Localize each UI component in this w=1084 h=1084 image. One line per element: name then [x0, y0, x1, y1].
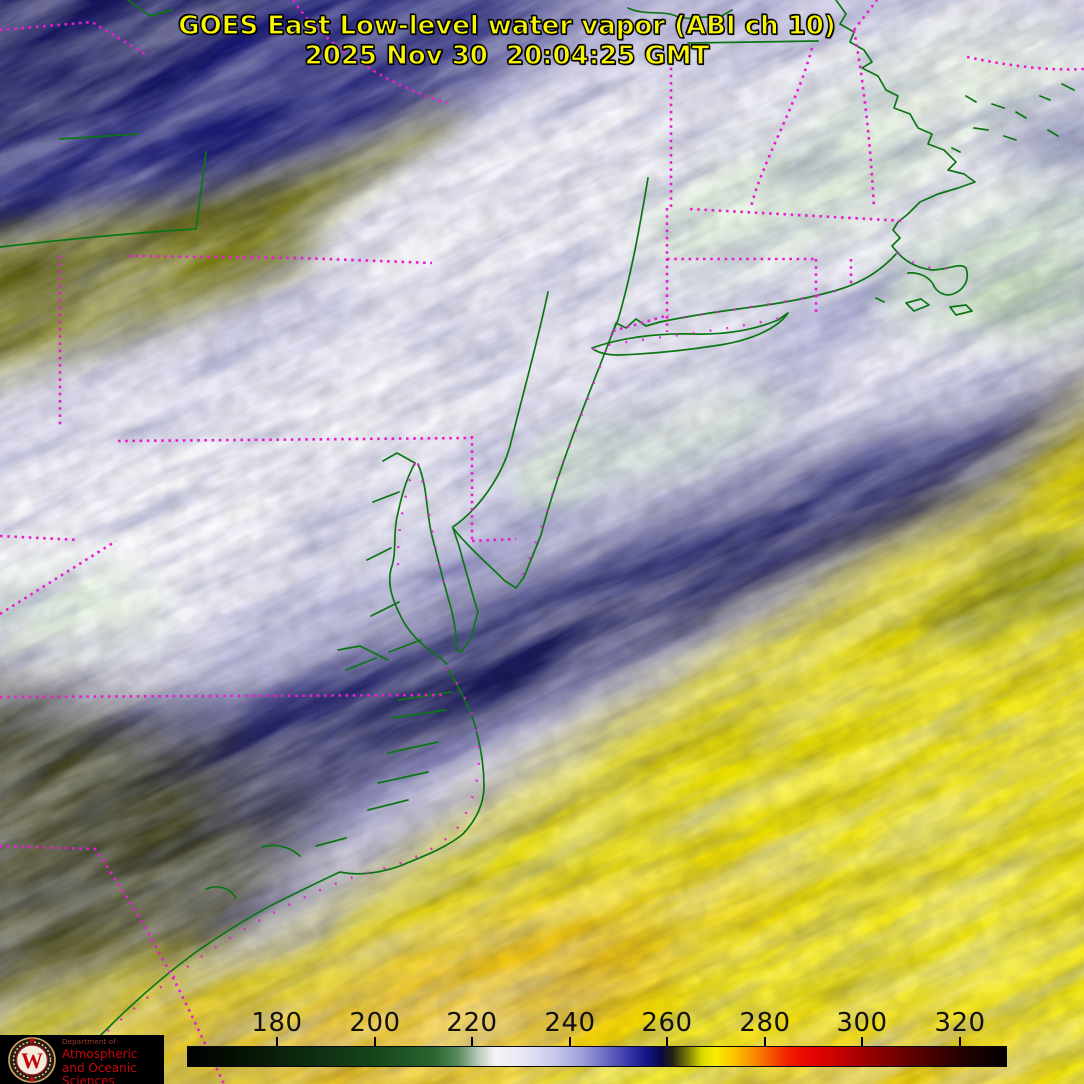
colorbar-tick-mark: [764, 1037, 766, 1046]
colorbar-tick-mark: [861, 1037, 863, 1046]
colorbar-tick-mark: [666, 1037, 668, 1046]
colorbar-tick-label: 260: [641, 1008, 693, 1038]
colorbar-tick-label: 320: [934, 1008, 986, 1038]
uw-crest-icon: W: [8, 1037, 56, 1083]
logo-name-line-1: Atmospheric: [62, 1047, 138, 1062]
logo-name-line-2: and Oceanic Sciences: [62, 1060, 137, 1084]
colorbar-tick-label: 240: [544, 1008, 596, 1038]
colorbar-tick-mark: [471, 1037, 473, 1046]
colorbar-tick-mark: [569, 1037, 571, 1046]
colorbar-tick-mark: [959, 1037, 961, 1046]
colorbar-tick-mark: [374, 1037, 376, 1046]
coastal-county-dots: [53, 252, 949, 1081]
colorbar-tick-label: 220: [446, 1008, 498, 1038]
temperature-colorbar: [187, 1046, 1007, 1067]
logo-text: Department of Atmospheric and Oceanic Sc…: [62, 1038, 164, 1084]
colorbar-tick-label: 180: [251, 1008, 303, 1038]
colorbar-tick-label: 280: [739, 1008, 791, 1038]
crest-monogram: W: [21, 1048, 43, 1073]
colorbar-tick-label: 200: [349, 1008, 401, 1038]
colorbar-tick-mark: [276, 1037, 278, 1046]
uw-aos-logo: W Department of Atmospheric and Oceanic …: [0, 1035, 164, 1084]
colorbar-tick-label: 300: [836, 1008, 888, 1038]
logo-dept-line: Department of: [62, 1038, 116, 1046]
